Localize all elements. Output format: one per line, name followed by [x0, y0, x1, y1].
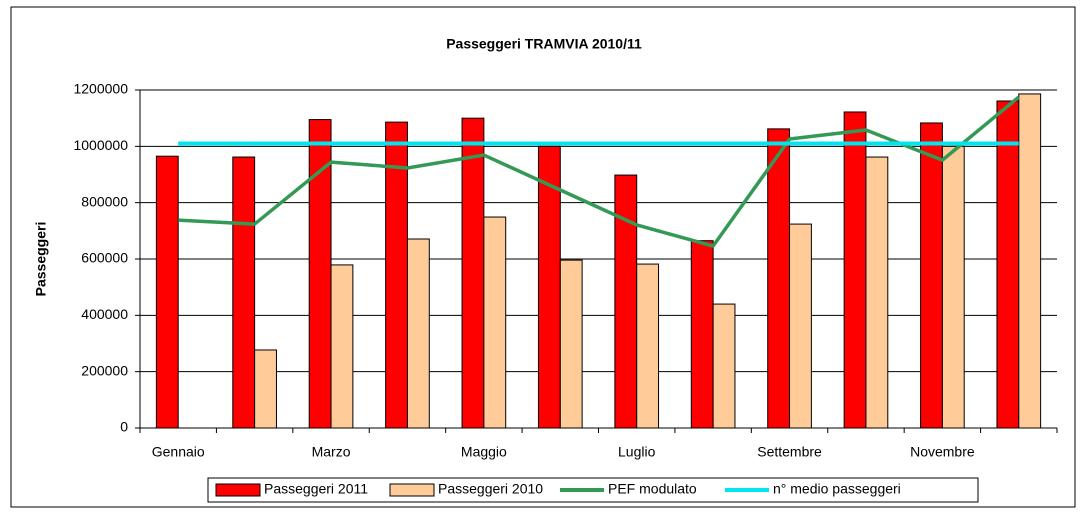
y-tick-label: 600000	[81, 250, 128, 266]
bar	[406, 238, 430, 429]
x-tick-label: Luglio	[618, 444, 656, 460]
bar	[941, 145, 965, 429]
x-tick-label: Marzo	[312, 444, 351, 460]
line-series	[178, 95, 1020, 248]
bar	[1018, 93, 1042, 429]
y-tick-label: 0	[120, 419, 128, 435]
x-tick-label: Novembre	[910, 444, 975, 460]
bar	[789, 223, 812, 429]
legend-label: n° medio passeggeri	[773, 481, 901, 497]
legend-label: Passeggeri 2011	[264, 481, 368, 497]
bar	[690, 240, 714, 429]
bar	[767, 128, 791, 429]
x-tick-label: Gennaio	[152, 444, 205, 460]
bar	[843, 111, 867, 429]
legend-label: Passeggeri 2010	[438, 481, 543, 497]
y-tick-label: 1000000	[73, 137, 128, 153]
y-tick-label: 1200000	[73, 81, 128, 97]
bar	[636, 263, 660, 429]
bar	[232, 156, 256, 429]
y-axis-label: Passeggeri	[33, 222, 49, 297]
y-tick-label: 800000	[81, 193, 128, 209]
chart-title: Passeggeri TRAMVIA 2010/11	[446, 36, 642, 52]
bar	[330, 264, 354, 429]
bar	[712, 303, 736, 429]
bar	[865, 156, 889, 429]
bar	[254, 349, 277, 429]
x-tick-label: Settembre	[757, 444, 822, 460]
legend-swatch	[215, 483, 261, 497]
y-tick-label: 400000	[81, 306, 128, 322]
bar	[559, 259, 583, 429]
bar	[920, 122, 943, 429]
bar	[155, 155, 179, 429]
bar	[461, 117, 485, 429]
bar	[996, 100, 1020, 429]
y-tick-label: 200000	[81, 362, 128, 378]
x-tick-label: Maggio	[461, 444, 507, 460]
bar	[614, 174, 638, 429]
legend-swatch	[389, 483, 435, 497]
legend-label: PEF modulato	[608, 481, 697, 497]
bar	[483, 216, 507, 429]
